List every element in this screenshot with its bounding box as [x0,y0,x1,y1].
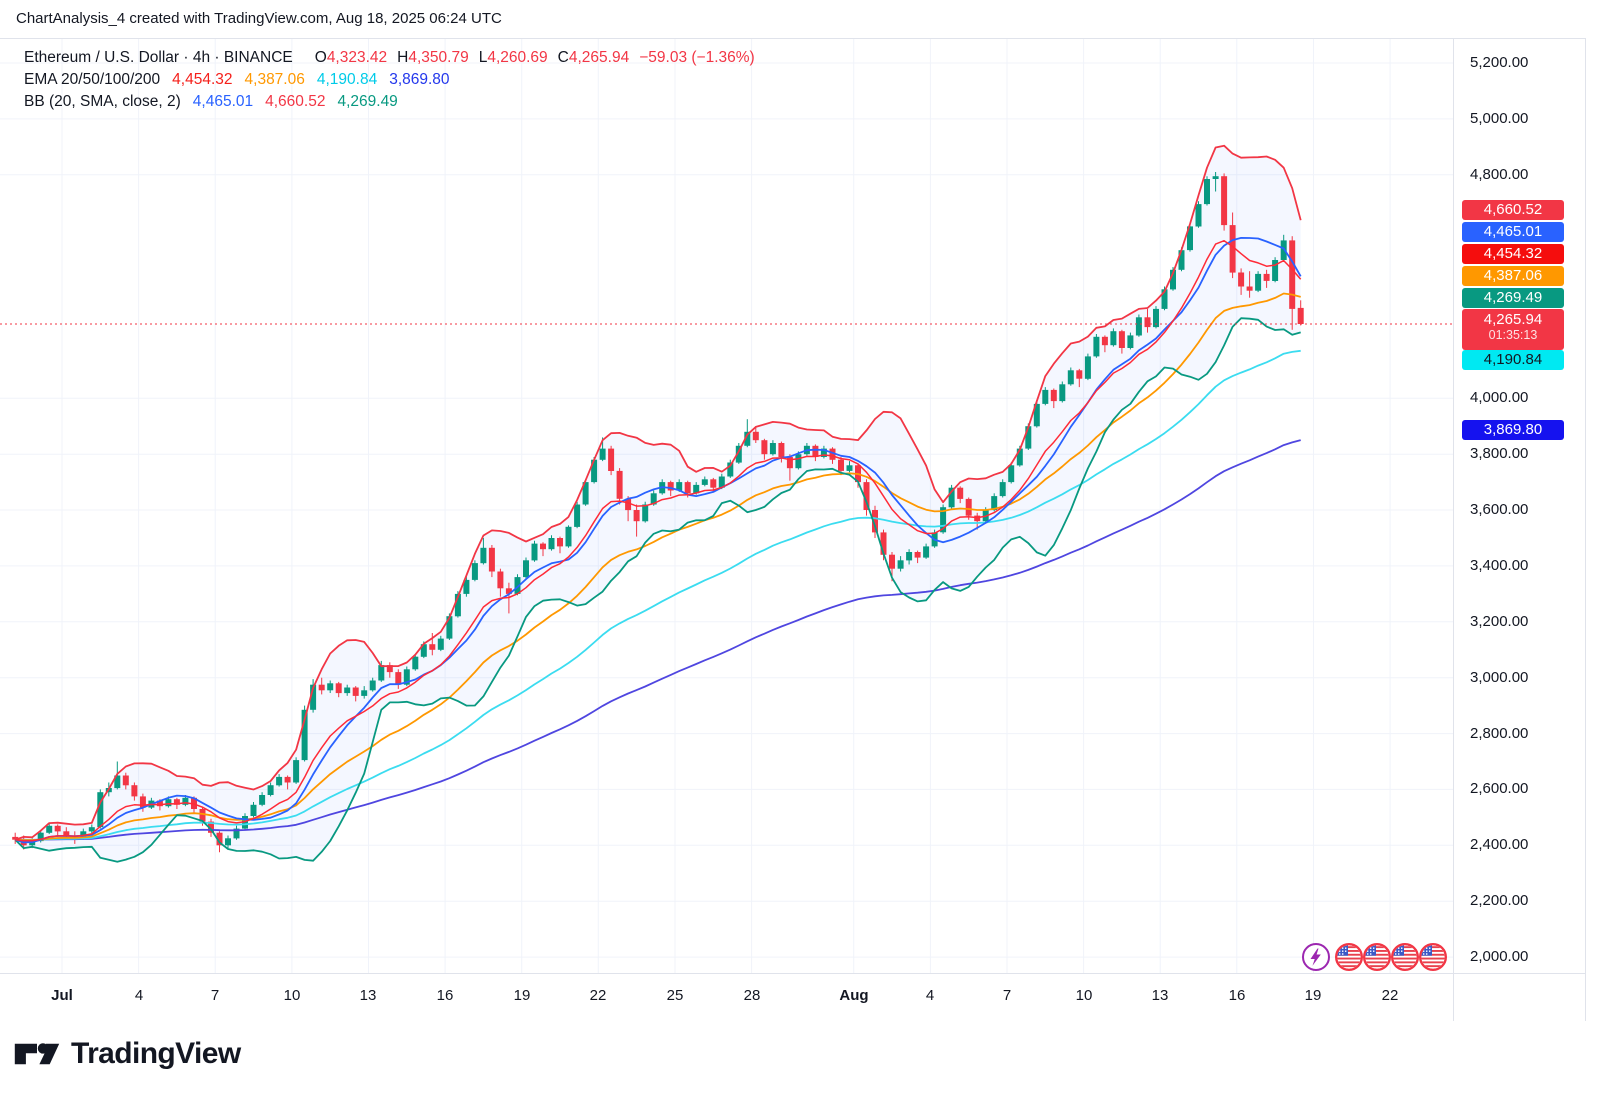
price-tick: 3,400.00 [1470,556,1529,574]
time-tick: 16 [436,987,454,1004]
time-tick: 19 [1304,987,1322,1004]
ema-100-value: 4,190.84 [316,71,378,88]
last-price-badge: 4,265.94 01:35:13 [1462,308,1564,350]
change-value: −59.03 (−1.36%) [639,49,755,66]
time-tick: 22 [1381,987,1399,1004]
price-tick: 2,000.00 [1470,948,1529,966]
indicator-price-badge: 4,660.52 [1462,199,1564,220]
export-title: ChartAnalysis_4 created with TradingView… [16,10,502,27]
price-tick: 2,800.00 [1470,724,1529,742]
tradingview-brand-text: TradingView [71,1037,241,1070]
bb-basis-value: 4,465.01 [192,93,254,110]
price-scale[interactable]: 5,200.00 5,000.00 4,800.00 4,000.00 3,800.00… [1453,39,1586,1021]
ohlc-low-value: 4,260.69 [487,49,548,66]
ema-200-value: 3,869.80 [389,71,450,88]
ema-50-value: 4,387.06 [244,71,305,88]
time-tick: 10 [283,987,301,1004]
us-flag-event-icon[interactable] [1390,942,1420,972]
ohlc-high-value: 4,350.79 [408,49,469,66]
ohlc-open-label: O [314,49,327,66]
tradingview-logo-icon [14,1043,60,1065]
indicator-price-badge: 4,387.06 [1462,265,1564,286]
price-tick: 2,600.00 [1470,780,1529,798]
time-tick: 19 [513,987,531,1004]
us-flag-event-icon[interactable] [1418,942,1448,972]
time-tick: 13 [1151,987,1169,1004]
ohlc-low-label: L [478,49,488,66]
price-tick: 3,000.00 [1470,668,1529,686]
time-tick: 7 [210,987,220,1004]
bb-upper-value: 4,660.52 [265,93,326,110]
time-tick: Jul [51,987,73,1004]
event-markers [0,39,1453,973]
price-tick: 4,000.00 [1470,389,1529,407]
bb-lower-value: 4,269.49 [337,93,398,110]
time-scale[interactable]: Jul 4 7 10 13 16 19 22 25 28 Aug 4 7 10 13 16 19 22 [0,973,1585,1022]
ema-50-line [15,292,1301,842]
ohlc-high-label: H [397,49,409,66]
indicator-price-badge: 4,269.49 [1462,287,1564,308]
bb-upper-line [14,144,1302,841]
time-tick: 13 [359,987,377,1004]
ema-20-line [15,239,1302,842]
time-tick: 28 [743,987,761,1004]
time-tick: 4 [925,987,935,1004]
us-flag-event-icon[interactable] [1334,942,1364,972]
chart-frame: Ethereum / U.S. Dollar · 4h · BINANCE O4,… [0,38,1586,1022]
time-tick: 25 [666,987,684,1004]
price-tick: 3,800.00 [1470,445,1529,463]
indicator-price-badge: 4,465.01 [1462,221,1564,242]
price-tick: 2,200.00 [1470,892,1529,910]
legend-symbol-row[interactable]: Ethereum / U.S. Dollar · 4h · BINANCE O4,… [24,47,755,69]
chart-legend: Ethereum / U.S. Dollar · 4h · BINANCE O4,… [24,47,755,113]
us-flag-event-icon[interactable] [1362,942,1392,972]
indicator-price-badge: 3,869.80 [1462,419,1564,440]
symbol-title: Ethereum / U.S. Dollar · 4h · BINANCE [24,49,293,66]
bb-lower-line [14,317,1301,863]
footer: TradingView [0,1021,1600,1102]
time-tick: 10 [1075,987,1093,1004]
ohlc-close-value: 4,265.94 [568,49,630,66]
tradingview-brand-link[interactable]: TradingView [14,1037,241,1071]
ohlc-open-value: 4,323.42 [326,49,388,66]
bb-indicator-label: BB (20, SMA, close, 2) [24,93,181,110]
ema-20-value: 4,454.32 [172,71,233,88]
indicator-price-badge: 4,454.32 [1462,243,1564,264]
ema-indicator-label: EMA 20/50/100/200 [24,71,161,88]
price-tick: 5,200.00 [1470,54,1529,71]
time-tick: 4 [134,987,144,1004]
time-tick: 22 [589,987,607,1004]
gridlines [0,39,1453,973]
time-tick: 16 [1228,987,1246,1004]
time-tick: 7 [1002,987,1012,1004]
ema-100-line [15,349,1301,841]
indicator-price-badge: 4,190.84 [1462,349,1564,370]
ema-200-line [15,439,1301,841]
legend-bb-row[interactable]: BB (20, SMA, close, 2) 4,465.01 4,660.52 4,… [24,91,755,113]
candles[interactable] [12,172,1304,853]
ohlc-close-label: C [557,49,569,66]
price-chart-canvas[interactable] [0,39,1453,973]
idea-lightning-icon[interactable] [1301,942,1331,972]
price-tick: 5,000.00 [1470,109,1529,127]
bb-fill [15,145,1301,862]
legend-ema-row[interactable]: EMA 20/50/100/200 4,454.32 4,387.06 4,190.8… [24,69,755,91]
price-tick: 2,400.00 [1470,836,1529,854]
time-tick: Aug [839,987,869,1004]
price-tick: 3,600.00 [1470,501,1529,519]
price-tick: 3,200.00 [1470,612,1529,630]
price-tick: 4,800.00 [1470,165,1529,183]
